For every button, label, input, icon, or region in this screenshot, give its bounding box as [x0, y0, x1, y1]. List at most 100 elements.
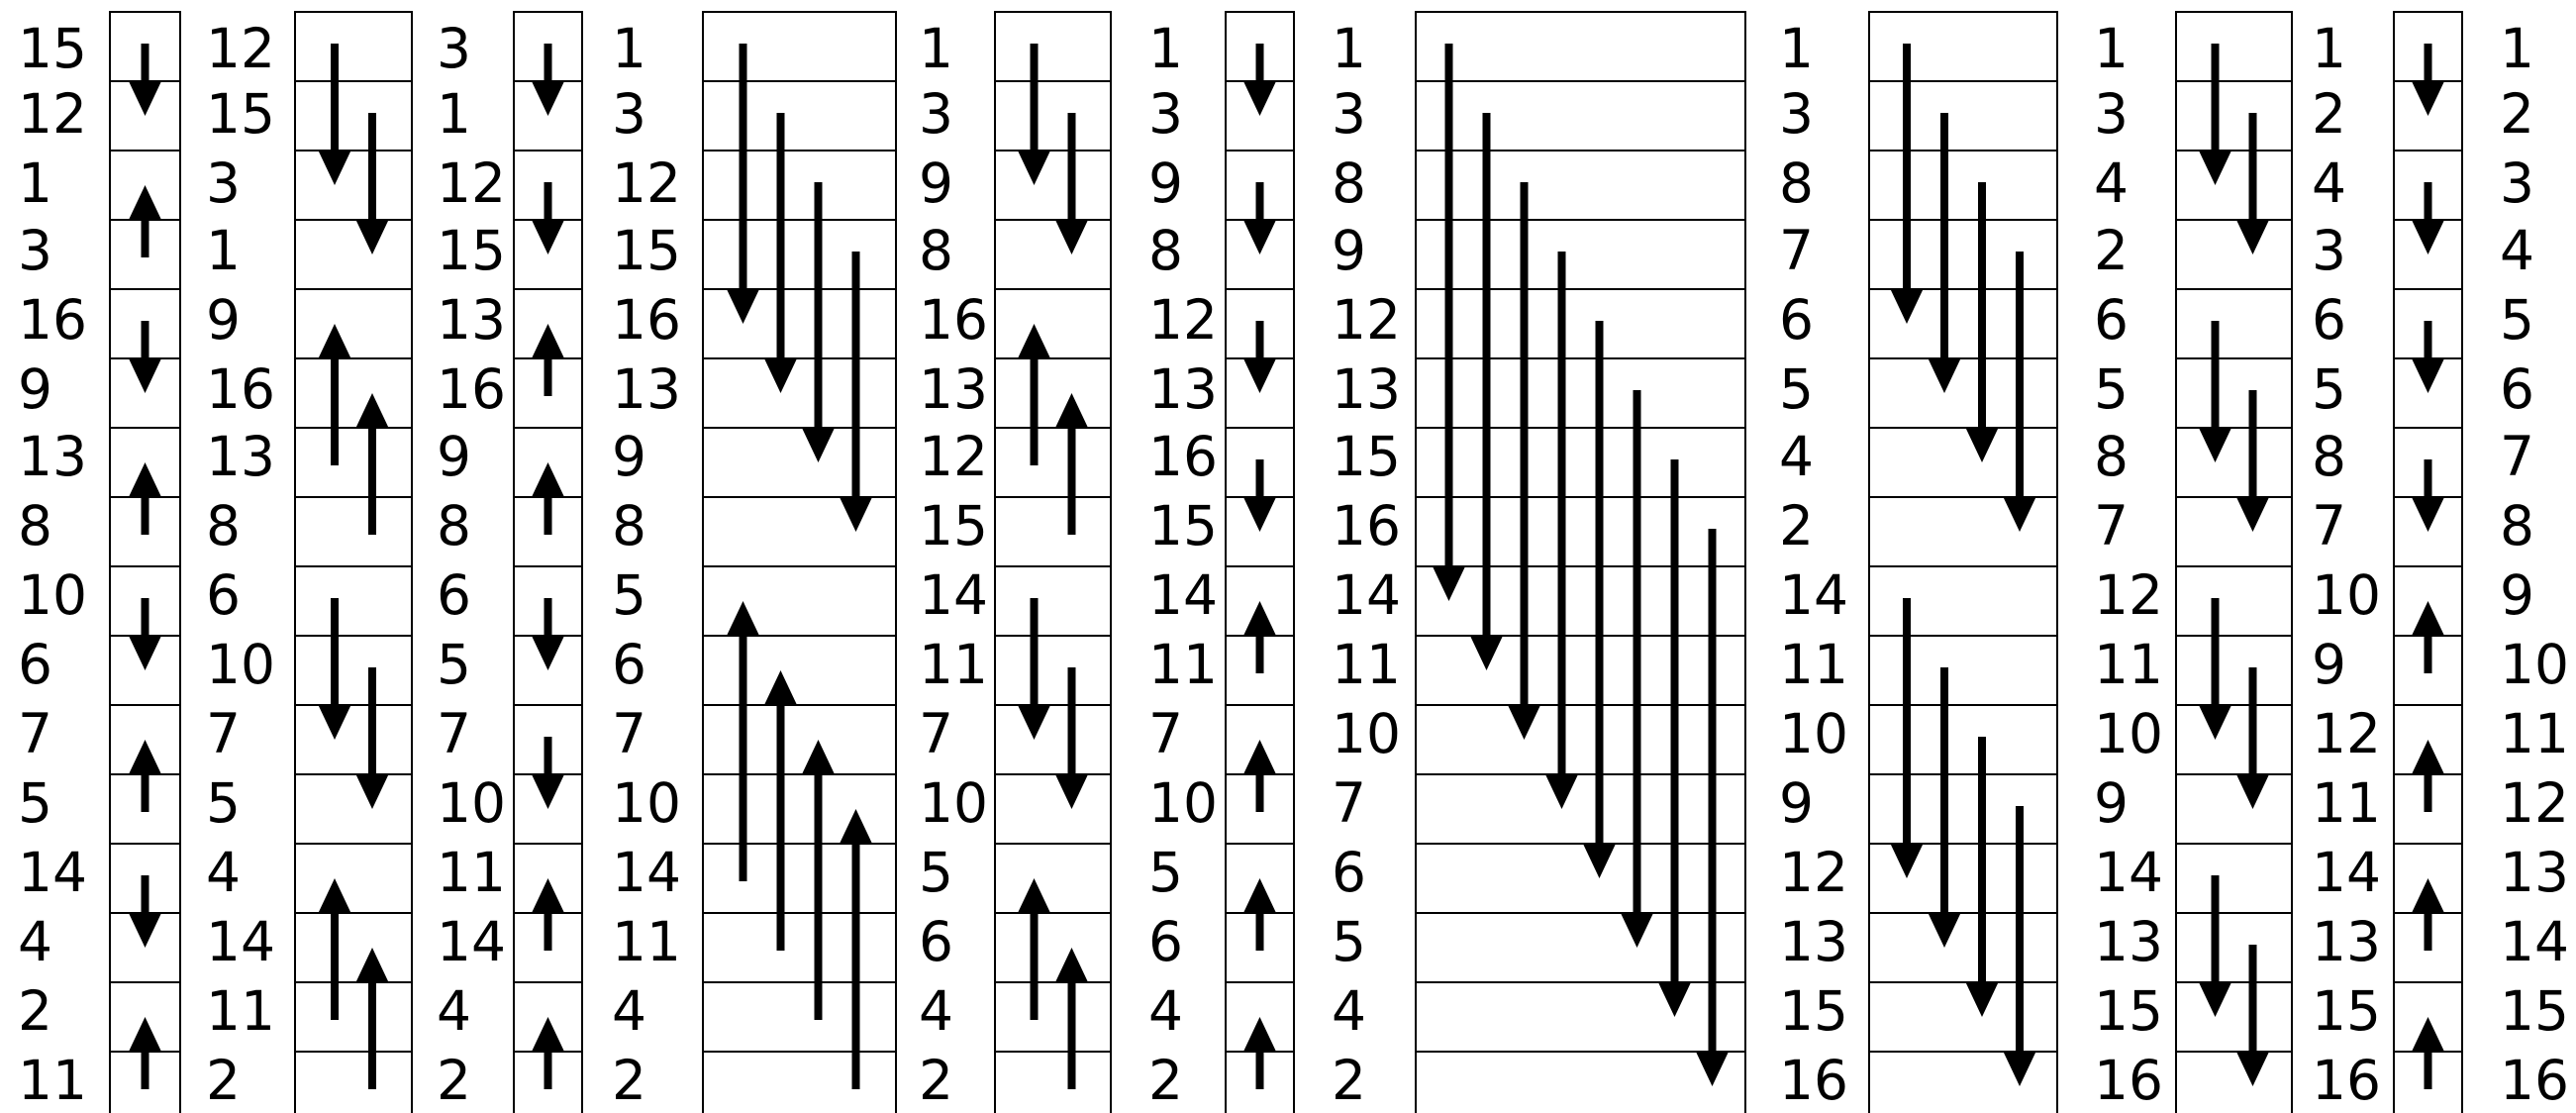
value-label: 5 — [2500, 288, 2534, 352]
value-label: 8 — [18, 494, 52, 557]
comparator-arrow-down — [1890, 598, 1924, 878]
value-label: 11 — [2500, 702, 2569, 765]
value-label: 2 — [612, 1049, 646, 1112]
value-label: 3 — [919, 82, 953, 146]
stage-frame — [1225, 11, 1295, 1113]
value-label: 1 — [612, 17, 646, 80]
value-label: 1 — [1332, 17, 1366, 80]
comparator-arrow-up — [726, 601, 760, 881]
value-label: 11 — [612, 910, 681, 973]
value-label: 14 — [1332, 563, 1401, 627]
value-label: 11 — [2094, 633, 2163, 696]
value-label: 13 — [919, 357, 988, 421]
value-label: 3 — [1148, 82, 1183, 146]
value-label: 9 — [1779, 771, 1814, 835]
comparator-arrow-down — [2235, 390, 2270, 532]
value-label: 1 — [18, 152, 52, 215]
value-label: 8 — [1148, 219, 1183, 282]
value-label: 12 — [1332, 288, 1401, 352]
value-label: 15 — [2094, 979, 2163, 1043]
value-label: 11 — [1148, 633, 1218, 696]
value-label: 14 — [2094, 841, 2163, 904]
comparator-arrow-down — [1242, 182, 1277, 254]
stage-6 — [1225, 11, 1295, 1113]
value-label: 11 — [437, 841, 506, 904]
value-label: 14 — [18, 841, 87, 904]
comparator-arrow-up — [531, 1017, 565, 1089]
value-label: 10 — [206, 633, 275, 696]
stage-8 — [1868, 11, 2058, 1113]
value-label: 4 — [206, 841, 241, 904]
value-label: 12 — [437, 152, 506, 215]
comparator-arrow-down — [839, 252, 873, 532]
value-label: 16 — [2312, 1049, 2381, 1112]
comparator-arrow-down — [2003, 252, 2036, 532]
comparator-arrow-up — [1242, 1017, 1277, 1089]
value-label: 2 — [919, 1049, 953, 1112]
stage-frame — [2393, 11, 2463, 1113]
comparator-arrow-up — [531, 324, 565, 396]
value-label: 15 — [612, 219, 681, 282]
comparator-arrow-down — [1657, 459, 1692, 1017]
value-label: 2 — [2094, 219, 2129, 282]
value-label: 5 — [437, 633, 471, 696]
value-label: 4 — [2094, 152, 2129, 215]
value-label: 10 — [18, 563, 87, 627]
stage-5 — [994, 11, 1112, 1113]
stage-frame — [109, 11, 181, 1113]
comparator-arrow-up — [2411, 740, 2445, 812]
comparator-arrow-down — [2411, 44, 2445, 116]
comparator-arrow-up — [1242, 601, 1277, 673]
comparator-arrow-down — [2235, 113, 2270, 254]
value-label: 1 — [2312, 17, 2346, 80]
comparator-arrow-down — [1507, 182, 1541, 740]
value-label: 2 — [2500, 82, 2534, 146]
value-label: 16 — [1779, 1049, 1848, 1112]
value-label: 15 — [18, 17, 87, 80]
value-label: 3 — [437, 17, 471, 80]
value-label: 14 — [2500, 910, 2569, 973]
value-label: 9 — [206, 288, 241, 352]
comparator-arrow-down — [1017, 598, 1051, 740]
value-label: 9 — [1148, 152, 1183, 215]
value-label: 1 — [206, 219, 241, 282]
value-label: 6 — [612, 633, 646, 696]
value-label: 15 — [437, 219, 506, 282]
value-label: 5 — [1148, 841, 1183, 904]
stage-2 — [294, 11, 413, 1113]
comparator-arrow-up — [2411, 1017, 2445, 1089]
value-label: 3 — [2500, 152, 2534, 215]
value-label: 11 — [1779, 633, 1848, 696]
comparator-arrow-down — [2198, 875, 2232, 1017]
value-label: 3 — [206, 152, 241, 215]
value-label: 2 — [206, 1049, 241, 1112]
value-label: 15 — [206, 82, 275, 146]
comparator-arrow-down — [531, 182, 565, 254]
value-label: 8 — [612, 494, 646, 557]
comparator-arrow-up — [1054, 948, 1089, 1089]
value-label: 3 — [18, 219, 52, 282]
value-label: 6 — [1148, 910, 1183, 973]
value-label: 10 — [2094, 702, 2163, 765]
value-label: 5 — [2312, 357, 2346, 421]
value-label: 4 — [2500, 219, 2534, 282]
value-label: 5 — [1779, 357, 1814, 421]
value-label: 8 — [1779, 152, 1814, 215]
value-label: 2 — [1332, 1049, 1366, 1112]
comparator-arrow-down — [355, 113, 389, 254]
comparator-arrow-down — [726, 44, 760, 324]
value-label: 4 — [2312, 152, 2346, 215]
value-label: 1 — [2500, 17, 2534, 80]
value-label: 9 — [1332, 219, 1366, 282]
comparator-arrow-down — [2411, 182, 2445, 254]
stage-7 — [1415, 11, 1746, 1113]
value-label: 7 — [2312, 494, 2346, 557]
value-label: 11 — [2312, 771, 2381, 835]
value-label: 9 — [18, 357, 52, 421]
